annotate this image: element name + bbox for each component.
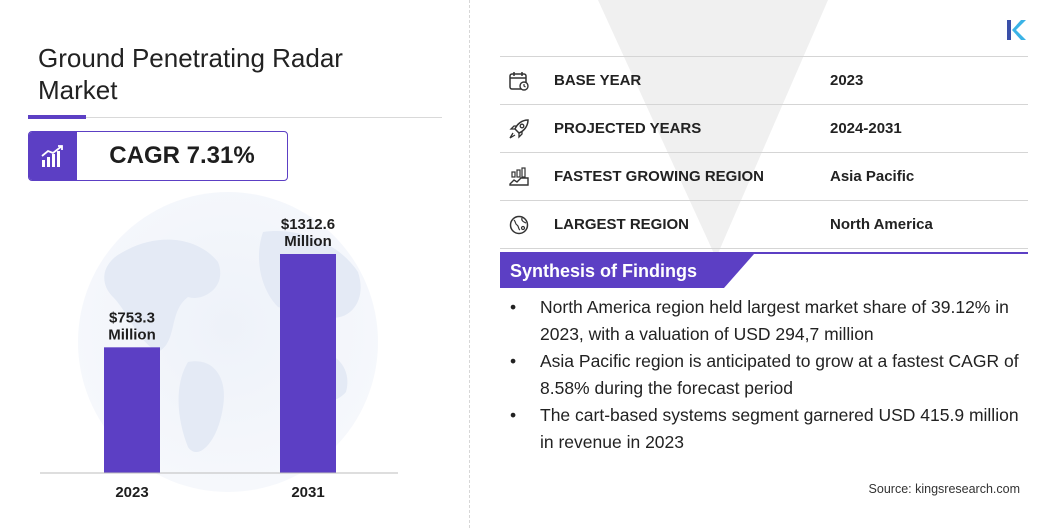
info-row-largest-region: LARGEST REGION North America [500,201,1028,249]
background-triangle-decoration [598,0,828,258]
bar-2023 [104,347,160,473]
market-size-bar-chart: $753.3 Million 2023 $1312.6 Million 2031 [40,216,398,501]
synthesis-banner [500,254,754,288]
info-label: FASTEST GROWING REGION [554,168,765,185]
key-facts-table: BASE YEAR 2023 PROJECTED YEARS 2024-2031… [500,56,1028,249]
finding-text: North America region held largest market… [540,297,1009,344]
finding-text: Asia Pacific region is anticipated to gr… [540,351,1019,398]
info-value: North America [830,216,933,233]
info-row-projected-years: PROJECTED YEARS 2024-2031 [500,105,1028,153]
info-label: PROJECTED YEARS [554,120,702,137]
info-value: 2023 [830,72,864,89]
list-item: • The cart-based systems segment garnere… [504,402,1024,455]
globe-icon [509,215,529,235]
cagr-badge: CAGR 7.31% [28,131,288,181]
title-underline [28,117,442,118]
title-accent-bar [28,115,86,119]
info-value: Asia Pacific [830,168,915,185]
growing-region-icon [509,167,529,186]
page-title: Ground Penetrating Radar Market [38,43,343,105]
cagr-value: CAGR 7.31% [109,142,255,169]
finding-text: The cart-based systems segment garnered … [540,405,1019,452]
info-label: LARGEST REGION [554,216,690,233]
synthesis-rule [500,252,1028,254]
info-row-fastest-growing-region: FASTEST GROWING REGION Asia Pacific [500,153,1028,201]
kings-research-logo [1004,18,1030,47]
calendar-icon [509,72,529,91]
bar-value-label: $1312.6 Million [281,216,335,250]
info-label: BASE YEAR [554,72,642,89]
bullet: • [510,297,517,317]
list-item: • Asia Pacific region is anticipated to … [504,348,1024,401]
info-row-base-year: BASE YEAR 2023 [500,56,1028,105]
section-divider [469,0,470,528]
synthesis-title: Synthesis of Findings [510,261,698,281]
bar-2031 [280,254,336,473]
list-item: • North America region held largest mark… [504,294,1024,347]
x-tick-label: 2031 [291,484,324,501]
bullet: • [510,351,517,371]
source-note[interactable]: Source: kingsresearch.com [868,482,1020,496]
bullet: • [510,405,517,425]
bar-value-label: $753.3 Million [108,309,156,343]
info-value: 2024-2031 [830,120,902,137]
rocket-icon [509,119,529,139]
findings-list: • North America region held largest mark… [504,294,1024,456]
x-tick-label: 2023 [115,484,148,501]
growth-chart-icon [29,132,77,180]
